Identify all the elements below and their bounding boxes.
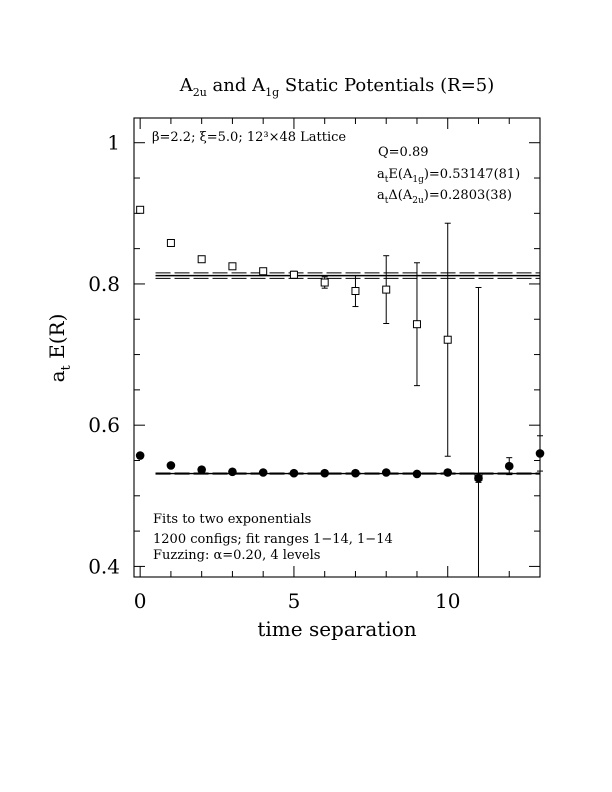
data-point-a2u [197,255,206,264]
data-point-a1g [381,468,391,477]
data-point-a1g [535,449,545,458]
y-tick-label-0.6: 0.6 [88,413,120,437]
y-axis-label: at E(R) [45,314,74,383]
data-point-a1g [474,473,483,483]
q-annotation: Q=0.89 [378,145,429,160]
data-point-a2u [443,335,452,344]
data-point-a1g [289,468,299,478]
data-point-a2u [412,320,421,329]
data-point-a2u [289,270,298,279]
x-tick-label-0: 0 [134,589,147,613]
energy-annotation: atE(A1g)=0.53147(81) [377,167,520,185]
x-tick-label-5: 5 [288,589,301,613]
fit-lines [155,272,540,475]
data-point-a1g [197,465,206,474]
data-point-a2u [136,205,145,214]
data-point-a2u [228,262,237,271]
delta-annotation: atΔ(A2u)=0.2803(38) [377,188,512,206]
x-axis-label: time separation [257,617,416,641]
axis-ticks [134,118,541,577]
y-tick-label-1: 1 [107,131,120,155]
data-point-a1g [504,461,514,471]
data-point-a2u [320,278,329,287]
y-tick-label-0.4: 0.4 [88,554,120,578]
fit-note-line-3: Fuzzing: α=0.20, 4 levels [153,548,320,563]
chart-title: A2u and A1g Static Potentials (R=5) [179,75,495,99]
data-point-a1g [228,467,237,477]
y-tick-label-0.8: 0.8 [88,272,120,296]
data-point-a1g [166,461,176,470]
fit-note-line-2: 1200 configs; fit ranges 1−14, 1−14 [153,532,393,547]
data-point-a1g [258,468,268,477]
series-a1g [135,435,545,483]
data-point-a2u [166,238,175,247]
data-point-a1g [412,469,422,479]
data-point-a1g [443,468,453,477]
data-point-a1g [351,468,360,478]
data-point-a2u [382,285,391,294]
data-point-a2u [259,267,268,276]
data-point-a1g [135,451,145,460]
fit-note-line-1: Fits to two exponentials [153,512,311,527]
plot-frame [133,117,541,578]
data-point-a2u [351,287,360,296]
lattice-annotation: β=2.2; ξ=5.0; 12³×48 Lattice [152,130,346,145]
data-point-a1g [320,468,329,478]
x-tick-label-10: 10 [435,589,460,613]
